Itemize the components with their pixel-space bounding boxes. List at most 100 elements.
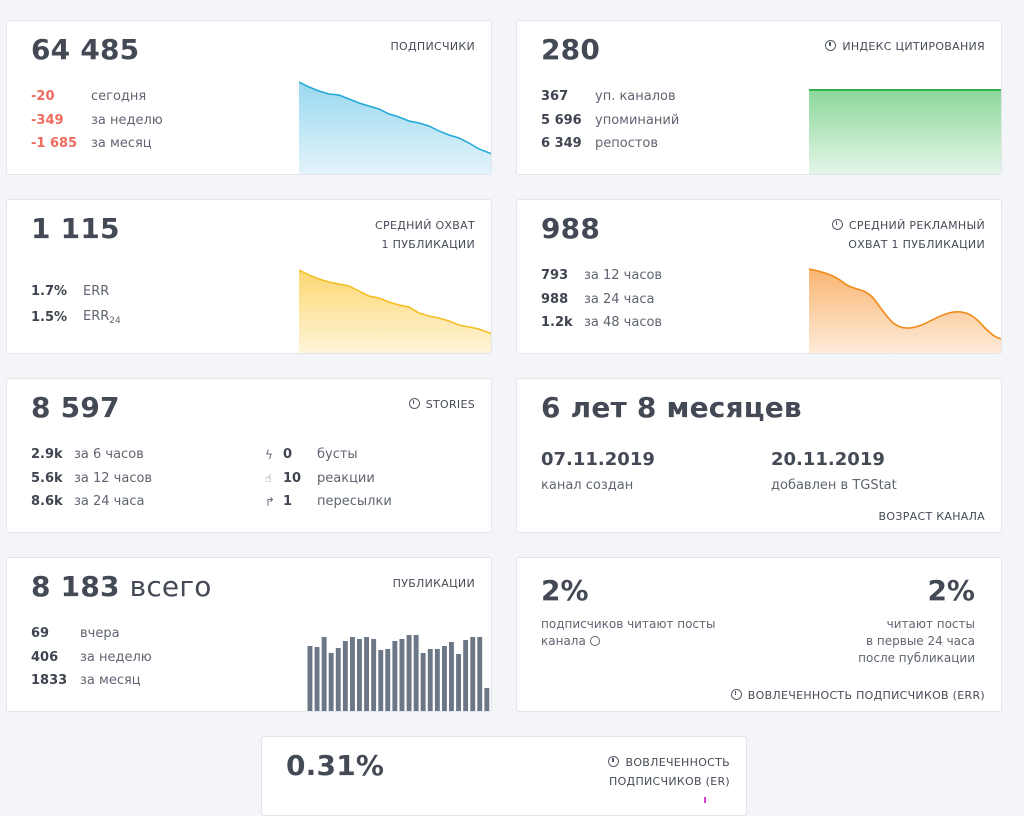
publication-bar bbox=[456, 654, 461, 711]
info-icon[interactable] bbox=[408, 398, 420, 409]
er-card[interactable]: 0.31% ВОВЛЕЧЕННОСТЬ ПОДПИСЧИКОВ (ER) bbox=[261, 736, 747, 816]
err-right-value: 2% bbox=[927, 574, 975, 607]
stat-24h: 988 за 24 часа bbox=[541, 291, 655, 307]
publications-total: 8 183 всего bbox=[31, 570, 212, 603]
info-icon[interactable] bbox=[825, 40, 837, 51]
added-block: 20.11.2019 добавлен в TGStat bbox=[771, 449, 897, 493]
created-block: 07.11.2019 канал создан bbox=[541, 449, 655, 493]
stat-24h: 8.6k за 24 часа bbox=[31, 494, 145, 510]
er-chart-marker bbox=[704, 797, 706, 803]
stat-48h: 1.2k за 48 часов bbox=[541, 315, 663, 331]
ad-reach-label: СРЕДНИЙ РЕКЛАМНЫЙ ОХВАТ 1 ПУБЛИКАЦИИ bbox=[831, 216, 985, 254]
publication-bar bbox=[449, 642, 454, 711]
channel-age-card[interactable]: 6 лет 8 месяцев 07.11.2019 канал создан … bbox=[516, 378, 1002, 533]
ad-reach-card[interactable]: 988 СРЕДНИЙ РЕКЛАМНЫЙ ОХВАТ 1 ПУБЛИКАЦИИ … bbox=[516, 199, 1002, 354]
engagement-card[interactable]: 2% подписчиков читают посты канала 2% чи… bbox=[516, 557, 1002, 712]
publication-bar bbox=[463, 640, 469, 711]
created-label: канал создан bbox=[541, 478, 634, 493]
stat-week: -349 за неделю bbox=[31, 112, 163, 128]
share-arrow-icon: ↱ bbox=[265, 494, 276, 509]
added-date: 20.11.2019 bbox=[771, 449, 885, 470]
stories-card[interactable]: 8 597 STORIES 2.9k за 6 часов 5.6k за 12 ч… bbox=[6, 378, 492, 533]
publication-bar bbox=[307, 646, 313, 711]
stat-forwards: ↱ 1 пересылки bbox=[265, 494, 392, 510]
publication-bar bbox=[477, 637, 483, 711]
publication-bar bbox=[484, 688, 490, 711]
channel-age-label: ВОЗРАСТ КАНАЛА bbox=[878, 510, 985, 523]
publication-bar bbox=[470, 637, 476, 711]
info-icon[interactable] bbox=[608, 756, 620, 767]
publication-bar bbox=[378, 650, 384, 711]
citation-sparkline bbox=[809, 89, 1001, 174]
publication-bar bbox=[364, 637, 369, 711]
stat-month: -1 685 за месяц bbox=[31, 136, 152, 152]
info-icon[interactable] bbox=[730, 689, 742, 700]
publication-bar bbox=[427, 649, 433, 711]
subscribers-card[interactable]: 64 485 ПОДПИСЧИКИ -20 сегодня -349 за неде… bbox=[6, 20, 492, 175]
publications-bar-chart bbox=[307, 635, 490, 711]
subscribers-label: ПОДПИСЧИКИ bbox=[390, 40, 475, 53]
stat-err: 1.7% ERR bbox=[31, 283, 110, 299]
subscribers-stats: -20 сегодня -349 за неделю -1 685 за месяц bbox=[31, 85, 163, 156]
err-left-note: подписчиков читают посты канала bbox=[541, 617, 716, 648]
publication-bar bbox=[314, 647, 320, 711]
stat-channels: 367 уп. каналов bbox=[541, 89, 676, 105]
publication-bar bbox=[371, 639, 377, 711]
ad-reach-value: 988 bbox=[541, 212, 601, 245]
info-icon[interactable] bbox=[831, 219, 843, 230]
stories-value: 8 597 bbox=[31, 391, 120, 424]
subscribers-count: 64 485 bbox=[31, 33, 140, 66]
ad-reach-sparkline bbox=[809, 268, 1001, 353]
publication-bar bbox=[357, 639, 362, 711]
publications-label: ПУБЛИКАЦИИ bbox=[392, 577, 475, 590]
er-value: 0.31% bbox=[286, 749, 385, 782]
reach-card[interactable]: 1 115 СРЕДНИЙ ОХВАТ 1 ПУБЛИКАЦИИ 1.7% ERR … bbox=[6, 199, 492, 354]
stat-week: 406 за неделю bbox=[31, 649, 152, 665]
channel-age-value: 6 лет 8 месяцев bbox=[541, 391, 802, 424]
stat-mentions: 5 696 упоминаний bbox=[541, 112, 680, 128]
citation-index-value: 280 bbox=[541, 33, 601, 66]
publication-bar bbox=[399, 639, 405, 711]
err-left-value: 2% bbox=[541, 574, 589, 607]
stat-6h: 2.9k за 6 часов bbox=[31, 447, 144, 463]
publication-bar bbox=[413, 635, 419, 711]
stat-today: -20 сегодня bbox=[31, 89, 147, 105]
stat-err24: 1.5% ERR24 bbox=[31, 308, 121, 326]
ad-reach-stats: 793 за 12 часов 988 за 24 часа 1.2k за 48 ч… bbox=[541, 264, 662, 335]
engagement-label: ВОВЛЕЧЕННОСТЬ ПОДПИСЧИКОВ (ERR) bbox=[730, 686, 985, 705]
stat-month: 1833 за месяц bbox=[31, 673, 141, 689]
citation-stats: 367 уп. каналов 5 696 упоминаний 6 349 репо… bbox=[541, 85, 679, 156]
stat-12h: 5.6k за 12 часов bbox=[31, 470, 153, 486]
stat-boosts: ϟ 0 бусты bbox=[265, 447, 358, 463]
stories-views: 2.9k за 6 часов 5.6k за 12 часов 8.6k за 24… bbox=[31, 443, 152, 514]
publication-bar bbox=[406, 635, 412, 711]
info-icon[interactable] bbox=[589, 636, 600, 646]
created-date: 07.11.2019 bbox=[541, 449, 655, 470]
subscribers-sparkline bbox=[299, 81, 491, 174]
publication-bar bbox=[385, 649, 391, 711]
added-label: добавлен в TGStat bbox=[771, 478, 897, 493]
publication-bar bbox=[420, 653, 426, 711]
publication-bar bbox=[328, 653, 334, 711]
publication-bar bbox=[321, 637, 327, 711]
publication-bar bbox=[434, 649, 440, 711]
stat-12h: 793 за 12 часов bbox=[541, 268, 663, 284]
err-stats: 1.7% ERR 1.5% ERR24 bbox=[31, 278, 121, 330]
avg-reach-value: 1 115 bbox=[31, 212, 120, 245]
publication-bar bbox=[442, 646, 447, 711]
stat-reactions: ☝ 10 реакции bbox=[265, 470, 375, 486]
avg-reach-label: СРЕДНИЙ ОХВАТ 1 ПУБЛИКАЦИИ bbox=[375, 219, 475, 251]
publication-bar bbox=[342, 641, 348, 711]
thumbs-up-icon: ☝ bbox=[265, 471, 272, 485]
publication-bar bbox=[350, 637, 355, 711]
publications-card[interactable]: 8 183 всего ПУБЛИКАЦИИ 69 вчера 406 за нед… bbox=[6, 557, 492, 712]
err-right-note: читают посты в первые 24 часа после публ… bbox=[858, 617, 975, 665]
stories-actions: ϟ 0 бусты ☝ 10 реакции ↱ 1 пересылки bbox=[265, 443, 392, 514]
stat-reposts: 6 349 репостов bbox=[541, 136, 659, 152]
er-label: ВОВЛЕЧЕННОСТЬ ПОДПИСЧИКОВ (ER) bbox=[608, 756, 730, 788]
publication-bar bbox=[392, 641, 398, 711]
reach-sparkline bbox=[299, 269, 491, 353]
citation-label: ИНДЕКС ЦИТИРОВАНИЯ bbox=[825, 37, 985, 56]
citation-card[interactable]: 280 ИНДЕКС ЦИТИРОВАНИЯ 367 уп. каналов 5 … bbox=[516, 20, 1002, 175]
publication-bar bbox=[335, 648, 341, 711]
